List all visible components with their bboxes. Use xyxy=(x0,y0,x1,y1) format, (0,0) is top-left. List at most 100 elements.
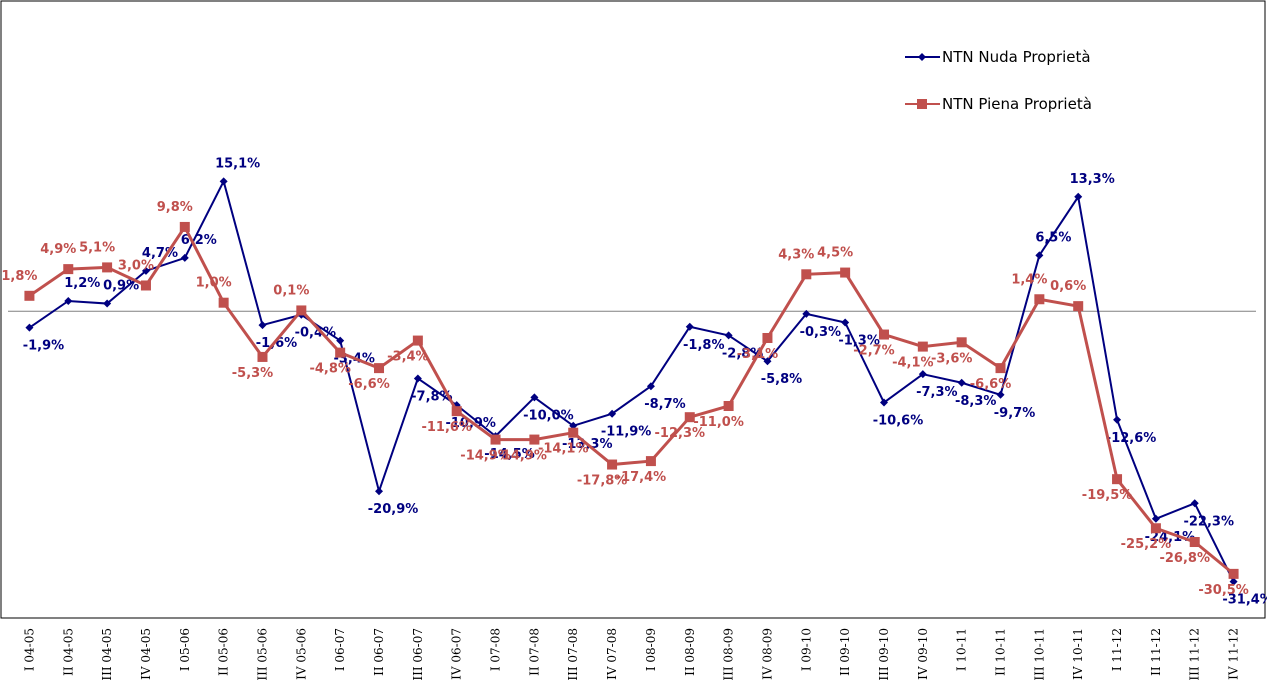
point xyxy=(374,363,385,374)
x-tick-label: IV 09-10 xyxy=(916,628,930,680)
value-label: 13,3% xyxy=(1070,172,1115,187)
value-label: -31,4% xyxy=(1222,593,1267,608)
value-label: -3,1% xyxy=(737,347,778,362)
value-label: 1,2% xyxy=(64,276,100,291)
x-tick-label: II 11-12 xyxy=(1149,628,1163,676)
x-tick-label: IV 07-08 xyxy=(605,628,619,680)
point xyxy=(336,336,345,345)
value-label: -5,3% xyxy=(232,366,273,381)
value-label: -2,7% xyxy=(853,344,894,359)
value-label: 4,5% xyxy=(817,246,853,261)
point xyxy=(1074,192,1083,201)
legend-label: NTN Piena Proprietà xyxy=(942,95,1092,113)
point xyxy=(607,459,618,470)
point xyxy=(24,290,35,301)
value-label: -12,6% xyxy=(1106,431,1157,446)
value-label: -2,8% xyxy=(722,346,763,361)
point xyxy=(25,323,34,332)
value-label: 1,8% xyxy=(1,269,37,284)
series-line xyxy=(28,223,1235,576)
x-tick-label: IV 10-11 xyxy=(1071,628,1085,680)
value-label: -26,8% xyxy=(1159,551,1210,566)
value-label: -4,8% xyxy=(309,362,350,377)
point xyxy=(645,456,656,467)
value-label: -7,8% xyxy=(411,389,452,404)
value-label: -11,0% xyxy=(693,415,744,430)
point xyxy=(103,299,112,308)
value-label: 4,3% xyxy=(778,247,814,262)
x-tick-label: III 07-08 xyxy=(566,628,580,681)
x-tick-label: III 10-11 xyxy=(1032,628,1046,681)
point xyxy=(375,487,384,496)
value-label: 3,0% xyxy=(118,258,154,273)
value-label: -20,9% xyxy=(368,502,419,517)
value-label: -8,7% xyxy=(644,397,685,412)
x-tick-label: III 08-09 xyxy=(722,628,736,681)
x-tick-label: IV 06-07 xyxy=(450,628,464,680)
value-label: -17,4% xyxy=(616,470,667,485)
point xyxy=(840,267,851,278)
point xyxy=(530,393,539,402)
value-label: -8,3% xyxy=(955,394,996,409)
value-label: -10,0% xyxy=(523,408,574,423)
value-label: -14,1% xyxy=(538,442,589,457)
point xyxy=(723,401,734,411)
x-tick-label: I 11-12 xyxy=(1110,628,1124,671)
point xyxy=(257,351,268,362)
point xyxy=(878,329,889,340)
value-label: -3,4% xyxy=(387,350,428,365)
point xyxy=(802,309,811,318)
value-label: -4,1% xyxy=(892,356,933,371)
x-tick-label: II 06-07 xyxy=(372,628,386,676)
point xyxy=(1113,415,1122,424)
value-label: 4,9% xyxy=(40,242,76,257)
value-label: 15,1% xyxy=(215,156,260,171)
legend-marker xyxy=(918,53,926,61)
point xyxy=(762,332,773,343)
point xyxy=(219,177,228,186)
x-tick-label: I 09-10 xyxy=(799,628,813,671)
point xyxy=(180,253,189,262)
value-label: -1,3% xyxy=(838,333,879,348)
point xyxy=(685,322,694,331)
value-label: 14,9% xyxy=(502,449,547,464)
point xyxy=(995,363,1006,374)
value-label: 6,5% xyxy=(1035,230,1071,245)
point xyxy=(1151,514,1160,523)
point xyxy=(64,296,73,305)
x-tick-label: I 08-09 xyxy=(644,628,658,671)
point xyxy=(1228,568,1239,579)
x-tick-label: IV 08-09 xyxy=(760,628,774,680)
x-tick-label: III 04-05 xyxy=(100,628,114,681)
value-label: -12,3% xyxy=(655,426,706,441)
legend-label: NTN Nuda Proprietà xyxy=(942,48,1091,66)
value-label: 5,1% xyxy=(79,240,115,255)
x-tick-label: IV 04-05 xyxy=(139,628,153,680)
value-label: 1,0% xyxy=(196,276,232,291)
value-label: 0,9% xyxy=(103,279,139,294)
value-label: 0,6% xyxy=(1050,279,1086,294)
point xyxy=(490,434,501,445)
x-tick-label: I 07-08 xyxy=(489,628,503,671)
point xyxy=(335,347,346,358)
value-label: -22,3% xyxy=(1183,514,1234,529)
point xyxy=(1150,523,1161,534)
point xyxy=(568,427,579,438)
point xyxy=(179,221,190,232)
point xyxy=(412,335,423,346)
x-tick-label: I 10-11 xyxy=(955,628,969,671)
point xyxy=(1073,301,1084,312)
value-label: -6,6% xyxy=(970,377,1011,392)
x-tick-label: IV 05-06 xyxy=(294,628,308,680)
point xyxy=(1034,294,1045,305)
value-label: -0,3% xyxy=(800,325,841,340)
point xyxy=(684,412,695,423)
point xyxy=(879,398,888,407)
value-label: -11,6% xyxy=(421,420,472,435)
x-tick-label: II 05-06 xyxy=(217,628,231,676)
value-label: -19,5% xyxy=(1082,488,1133,503)
x-tick-label: III 11-12 xyxy=(1188,628,1202,681)
point xyxy=(102,262,113,273)
point xyxy=(63,264,74,275)
